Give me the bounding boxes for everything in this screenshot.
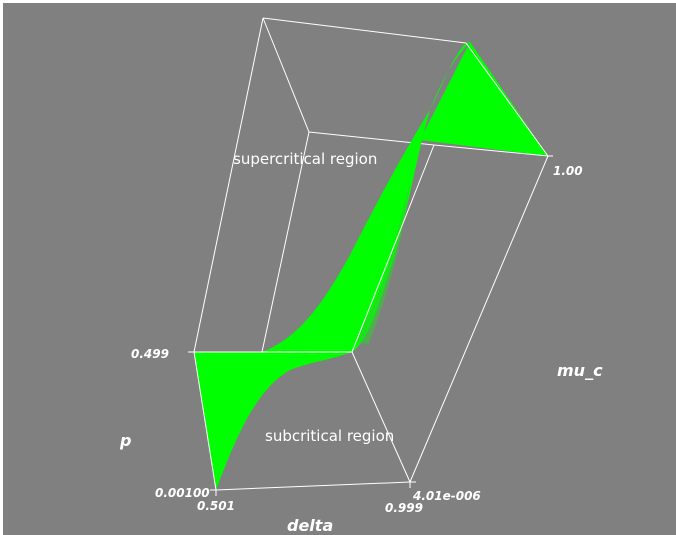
box-edge	[262, 17, 467, 44]
surface-plot: supercritical region subcritical region …	[119, 17, 603, 535]
box-edge	[409, 155, 549, 483]
box-edge	[262, 17, 310, 133]
surface-high-plateau	[420, 42, 548, 156]
box-edge	[465, 42, 549, 157]
mu-c-tick-min: 4.01e-006	[412, 489, 481, 503]
p-tick-max: 0.499	[131, 347, 169, 361]
surface-band	[194, 42, 470, 490]
delta-tick-min: 0.501	[197, 499, 235, 513]
p-tick-min: 0.00100	[155, 486, 210, 500]
mu-c-axis-label: mu_c	[557, 361, 603, 380]
subcritical-region-label: subcritical region	[265, 427, 394, 445]
box-front-edges	[193, 17, 549, 491]
surface-low-plateau	[194, 352, 262, 490]
mu-c-tick-max: 1.00	[553, 164, 583, 178]
supercritical-region-label: supercritical region	[233, 150, 377, 168]
box-edge	[193, 351, 217, 491]
box-edge	[433, 144, 549, 157]
p-axis-label: p	[119, 431, 131, 450]
box-edge	[351, 144, 435, 353]
plot-viewport[interactable]: supercritical region subcritical region …	[3, 3, 676, 535]
box-edge	[193, 17, 264, 353]
green-surface	[194, 42, 548, 490]
box-edge	[261, 131, 310, 353]
box-edge	[215, 481, 411, 491]
delta-axis-label: delta	[287, 516, 333, 535]
tick-marks	[188, 155, 553, 496]
box-edge	[351, 351, 411, 483]
delta-tick-max: 0.999	[385, 501, 423, 515]
